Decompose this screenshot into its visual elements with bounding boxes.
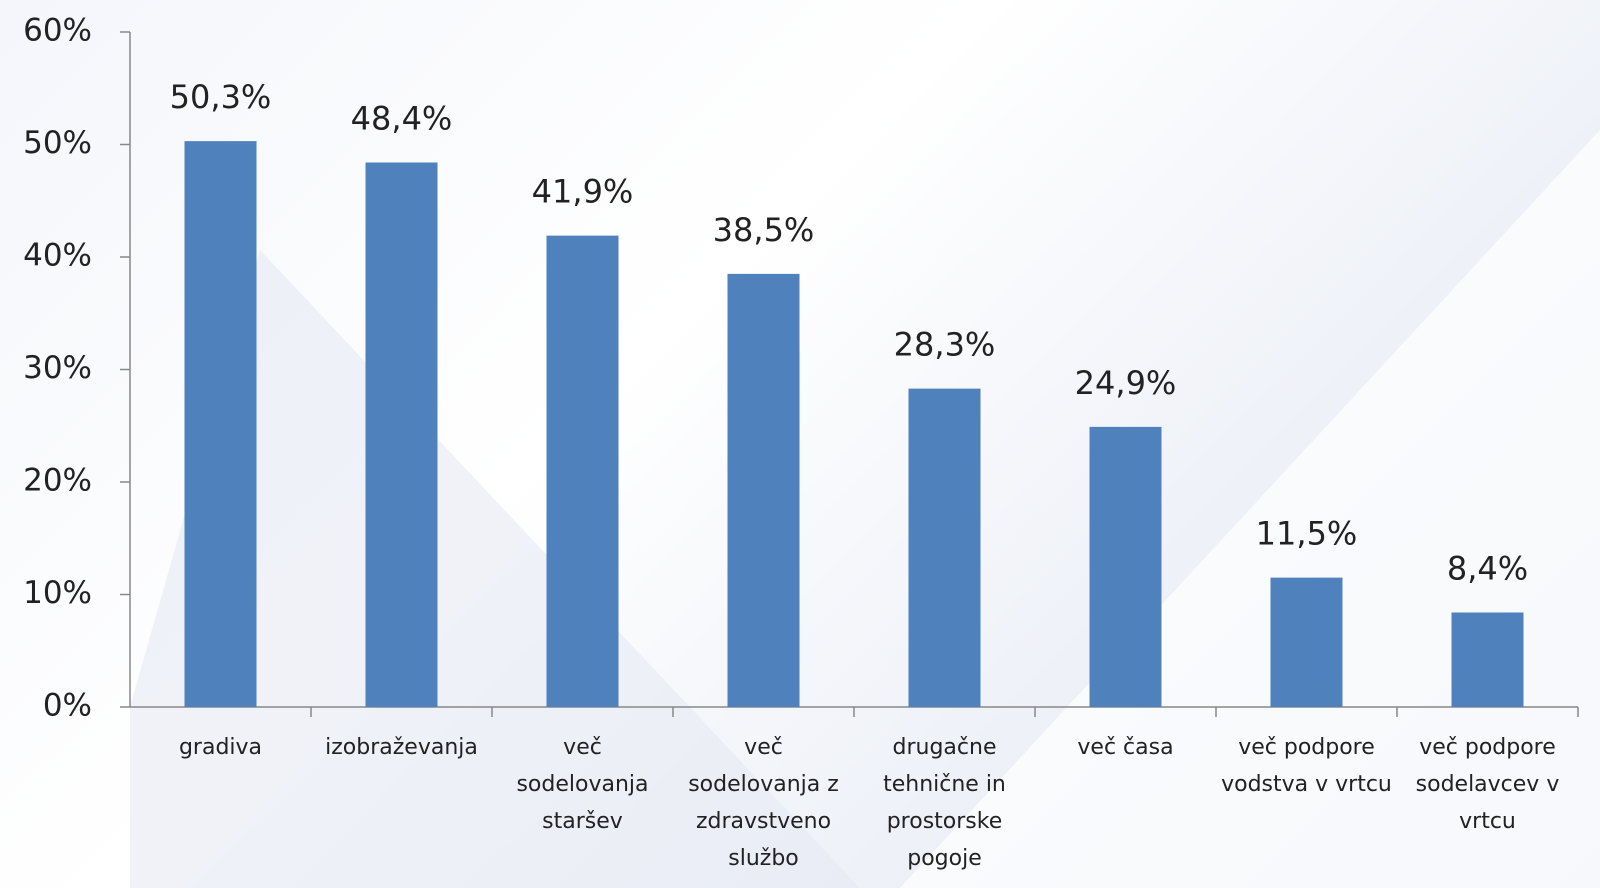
value-label: 28,3% <box>894 326 996 364</box>
value-label: 8,4% <box>1447 550 1528 588</box>
x-tick-label: več časa <box>1077 735 1174 760</box>
value-label: 41,9% <box>532 173 634 211</box>
value-label: 24,9% <box>1075 364 1177 402</box>
value-label: 50,3% <box>170 78 272 116</box>
y-tick-label: 40% <box>23 238 92 274</box>
y-tick-label: 30% <box>23 350 92 386</box>
background-shape <box>900 130 1600 888</box>
bar <box>908 388 981 707</box>
bar <box>1089 426 1162 707</box>
value-label: 48,4% <box>351 100 453 138</box>
background-shape <box>130 250 860 888</box>
y-tick-label: 0% <box>43 688 92 724</box>
value-label: 11,5% <box>1256 515 1358 553</box>
y-tick-label: 20% <box>23 463 92 499</box>
x-tick-label: več podpore vodstva v vrtcu <box>1221 735 1392 797</box>
y-tick-label: 60% <box>23 13 92 49</box>
x-tick-label: več sodelovanja z zdravstveno službo <box>688 735 839 871</box>
bar <box>727 273 800 707</box>
x-tick-label: več sodelovanja staršev <box>516 735 649 834</box>
y-tick-label: 10% <box>23 575 92 611</box>
x-tick-label: gradiva <box>178 735 263 760</box>
x-tick-label: izobraževanja <box>325 735 478 760</box>
bar <box>365 162 438 707</box>
x-tick-label: več podpore sodelavcev v vrtcu <box>1415 735 1560 834</box>
x-tick-label: drugačne tehnične in prostorske pogoje <box>883 735 1006 871</box>
bar <box>1270 577 1343 707</box>
bar <box>546 235 619 707</box>
value-label: 38,5% <box>713 211 815 249</box>
bar <box>184 141 257 707</box>
bar <box>1451 612 1524 707</box>
y-tick-label: 50% <box>23 125 92 161</box>
